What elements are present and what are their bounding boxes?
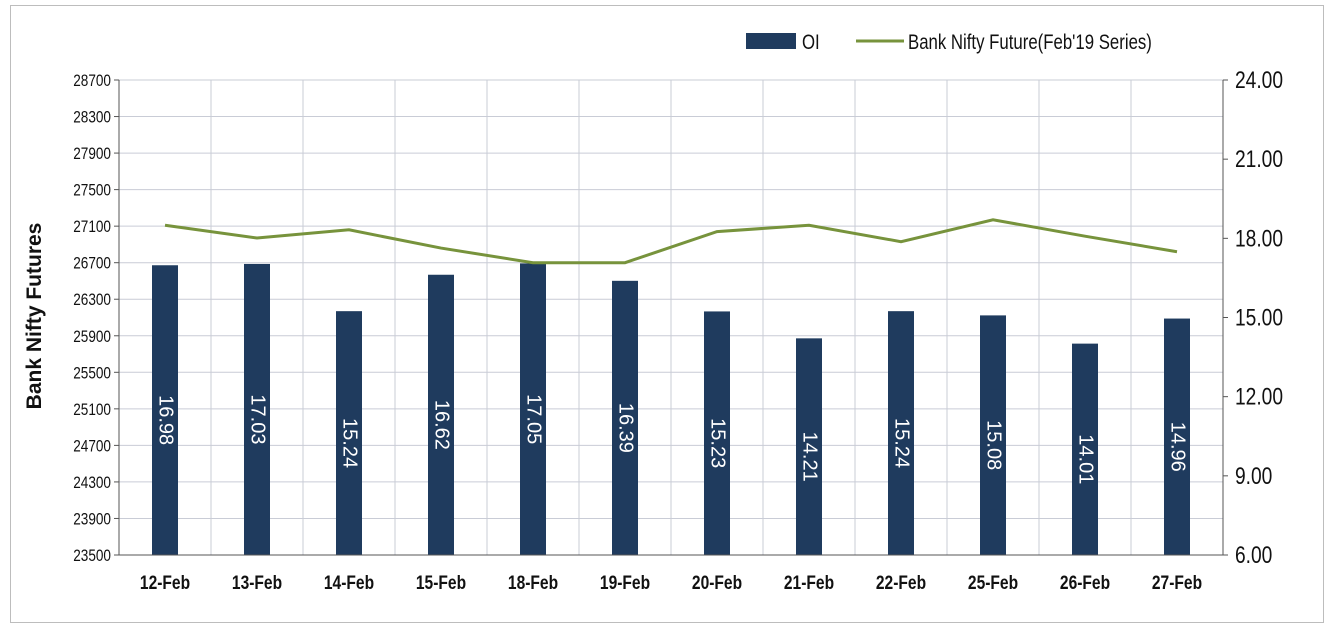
oi-bar — [796, 338, 822, 555]
right-tick-label: 12.00 — [1235, 383, 1283, 411]
left-tick-label: 23500 — [73, 547, 111, 566]
right-tick-label: 21.00 — [1235, 145, 1283, 173]
price-line-path — [164, 218, 1178, 265]
left-tick-label: 24700 — [73, 437, 111, 456]
right-tick-label: 24.00 — [1235, 66, 1283, 94]
grid — [119, 79, 1223, 556]
legend-line-label: Bank Nifty Future(Feb'19 Series) — [908, 31, 1152, 54]
chart-frame: 16.98 17.03 15.24 16.62 17.05 16.39 15.23 14.21… — [10, 5, 1324, 623]
left-tick-label: 24300 — [73, 474, 111, 493]
left-tick-label: 28300 — [73, 108, 111, 127]
x-tick-label: 13-Feb — [232, 572, 282, 594]
oi-data-label: 15.23 — [707, 418, 729, 468]
oi-data-label: 15.24 — [339, 418, 361, 468]
x-tick-label: 21-Feb — [784, 572, 834, 594]
oi-bar — [1072, 343, 1098, 555]
legend-oi-swatch — [746, 33, 796, 49]
oi-data-label: 16.62 — [431, 400, 453, 450]
x-axis-ticks: 12-Feb 13-Feb 14-Feb 15-Feb 18-Feb 19-Feb 20-F… — [140, 572, 1202, 594]
oi-data-label: 16.98 — [155, 395, 177, 445]
right-tick-label: 18.00 — [1235, 224, 1283, 252]
x-tick-label: 18-Feb — [508, 572, 558, 594]
chart: 16.98 17.03 15.24 16.62 17.05 16.39 15.23 14.21… — [23, 31, 1283, 594]
oi-data-label: 15.08 — [983, 420, 1005, 470]
oi-bar — [336, 311, 362, 555]
right-axis-ticks: 6.00 9.00 12.00 15.00 18.00 21.00 24.00 — [1223, 66, 1283, 569]
left-tick-label: 28700 — [73, 72, 111, 91]
legend-oi-label: OI — [802, 31, 820, 54]
left-tick-label: 25500 — [73, 364, 111, 383]
oi-data-label: 17.03 — [247, 394, 269, 444]
x-tick-label: 26-Feb — [1060, 572, 1110, 594]
left-tick-label: 25100 — [73, 400, 111, 419]
legend: OI Bank Nifty Future(Feb'19 Series) — [746, 31, 1152, 55]
x-tick-label: 25-Feb — [968, 572, 1018, 594]
oi-bar — [244, 263, 270, 555]
x-tick-label: 15-Feb — [416, 572, 466, 594]
x-tick-label: 22-Feb — [876, 572, 926, 594]
right-tick-label: 15.00 — [1235, 303, 1283, 331]
x-tick-label: 20-Feb — [692, 572, 742, 594]
oi-bar — [428, 274, 454, 555]
oi-data-label: 17.05 — [523, 394, 545, 444]
oi-data-label: 14.21 — [799, 432, 821, 482]
oi-bar — [704, 311, 730, 555]
oi-bar — [888, 311, 914, 555]
left-axis-ticks: 23500 23900 24300 24700 25100 25500 25900 26300… — [73, 72, 119, 566]
left-tick-label: 27100 — [73, 218, 111, 237]
oi-bar — [980, 315, 1006, 555]
left-tick-label: 27900 — [73, 145, 111, 164]
y-axis-title: Bank Nifty Futures — [23, 223, 46, 410]
left-tick-label: 23900 — [73, 510, 111, 529]
x-tick-label: 14-Feb — [324, 572, 374, 594]
left-tick-label: 25900 — [73, 327, 111, 346]
oi-bar — [152, 265, 178, 555]
x-tick-label: 27-Feb — [1152, 572, 1202, 594]
oi-bar — [520, 263, 546, 555]
price-line — [164, 218, 1178, 265]
oi-bars — [152, 263, 1190, 555]
oi-bar-labels: 16.98 17.03 15.24 16.62 17.05 16.39 15.23 14.21… — [155, 394, 1189, 484]
oi-data-label: 15.24 — [891, 418, 913, 468]
oi-data-label: 14.01 — [1075, 434, 1097, 484]
left-tick-label: 26300 — [73, 291, 111, 310]
x-tick-label: 19-Feb — [600, 572, 650, 594]
left-tick-label: 27500 — [73, 181, 111, 200]
left-tick-label: 26700 — [73, 254, 111, 273]
right-tick-label: 9.00 — [1235, 462, 1272, 490]
right-tick-label: 6.00 — [1235, 541, 1272, 569]
oi-data-label: 14.96 — [1167, 422, 1189, 472]
x-tick-label: 12-Feb — [140, 572, 190, 594]
oi-bar — [612, 280, 638, 555]
oi-bar — [1164, 318, 1190, 555]
oi-data-label: 16.39 — [615, 403, 637, 453]
